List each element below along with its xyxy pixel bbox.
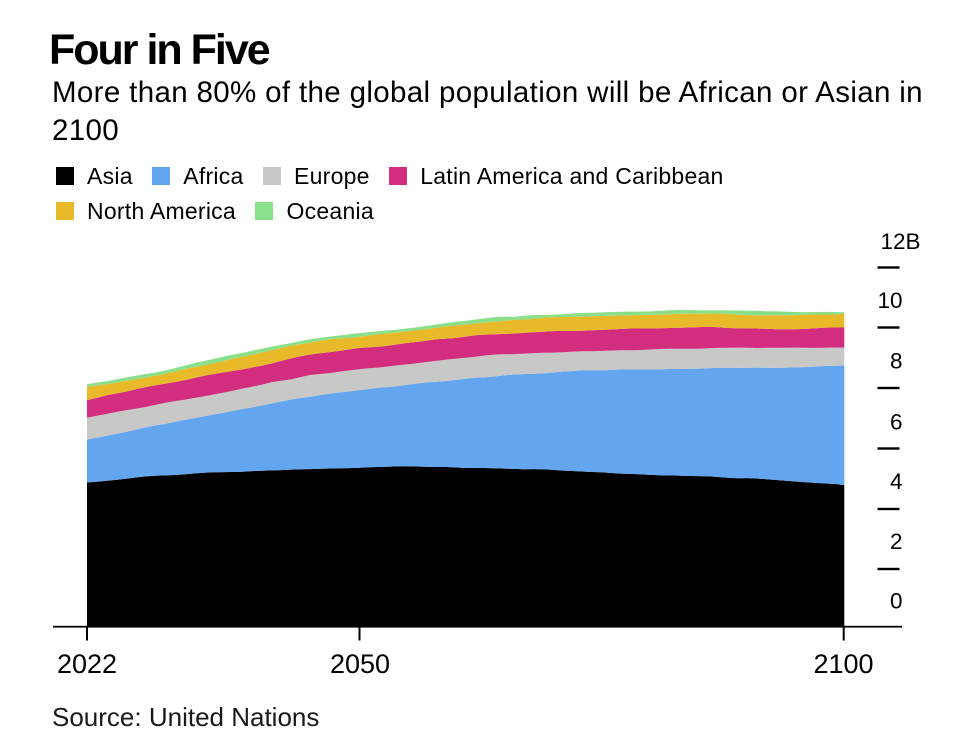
- svg-text:2100: 2100: [813, 649, 873, 679]
- svg-text:0: 0: [890, 589, 903, 614]
- svg-text:2022: 2022: [57, 649, 117, 679]
- svg-text:2050: 2050: [330, 649, 390, 679]
- svg-text:10: 10: [877, 288, 902, 313]
- svg-text:6: 6: [890, 410, 903, 435]
- svg-text:4: 4: [890, 469, 903, 494]
- svg-text:12B: 12B: [880, 229, 920, 254]
- svg-text:8: 8: [890, 349, 903, 374]
- svg-text:2: 2: [890, 529, 903, 554]
